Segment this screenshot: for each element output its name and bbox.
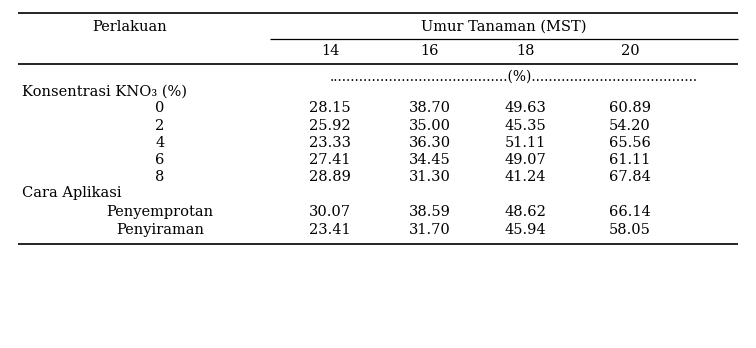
Text: 34.45: 34.45 (409, 153, 451, 167)
Text: 54.20: 54.20 (609, 119, 651, 133)
Text: 23.33: 23.33 (309, 136, 351, 150)
Text: 35.00: 35.00 (409, 119, 451, 133)
Text: 16: 16 (421, 44, 439, 58)
Text: 48.62: 48.62 (504, 205, 546, 219)
Text: 0: 0 (155, 101, 165, 115)
Text: Perlakuan: Perlakuan (93, 20, 167, 34)
Text: Umur Tanaman (MST): Umur Tanaman (MST) (421, 20, 587, 34)
Text: 23.41: 23.41 (309, 223, 351, 237)
Text: 45.35: 45.35 (504, 119, 546, 133)
Text: 41.24: 41.24 (504, 170, 546, 184)
Text: 6: 6 (155, 153, 165, 167)
Text: 27.41: 27.41 (309, 153, 351, 167)
Text: 60.89: 60.89 (609, 101, 651, 115)
Text: 61.11: 61.11 (609, 153, 651, 167)
Text: 38.59: 38.59 (409, 205, 451, 219)
Text: 18: 18 (516, 44, 534, 58)
Text: 49.07: 49.07 (504, 153, 546, 167)
Text: Cara Aplikasi: Cara Aplikasi (22, 186, 122, 200)
Text: 20: 20 (621, 44, 640, 58)
Text: 30.07: 30.07 (309, 205, 351, 219)
Text: Penyiraman: Penyiraman (116, 223, 204, 237)
Text: 45.94: 45.94 (504, 223, 546, 237)
Text: 38.70: 38.70 (409, 101, 451, 115)
Text: 36.30: 36.30 (409, 136, 451, 150)
Text: 51.11: 51.11 (504, 136, 546, 150)
Text: 66.14: 66.14 (609, 205, 651, 219)
Text: 31.30: 31.30 (409, 170, 451, 184)
Text: 14: 14 (321, 44, 339, 58)
Text: ..........................................(%)...................................: ........................................… (330, 70, 698, 84)
Text: Konsentrasi KNO₃ (%): Konsentrasi KNO₃ (%) (22, 85, 187, 99)
Text: 58.05: 58.05 (609, 223, 651, 237)
Text: 67.84: 67.84 (609, 170, 651, 184)
Text: 28.15: 28.15 (309, 101, 351, 115)
Text: 4: 4 (156, 136, 165, 150)
Text: 28.89: 28.89 (309, 170, 351, 184)
Text: 65.56: 65.56 (609, 136, 651, 150)
Text: 25.92: 25.92 (309, 119, 351, 133)
Text: 31.70: 31.70 (409, 223, 451, 237)
Text: Penyemprotan: Penyemprotan (107, 205, 213, 219)
Text: 2: 2 (156, 119, 165, 133)
Text: 8: 8 (155, 170, 165, 184)
Text: 49.63: 49.63 (504, 101, 546, 115)
